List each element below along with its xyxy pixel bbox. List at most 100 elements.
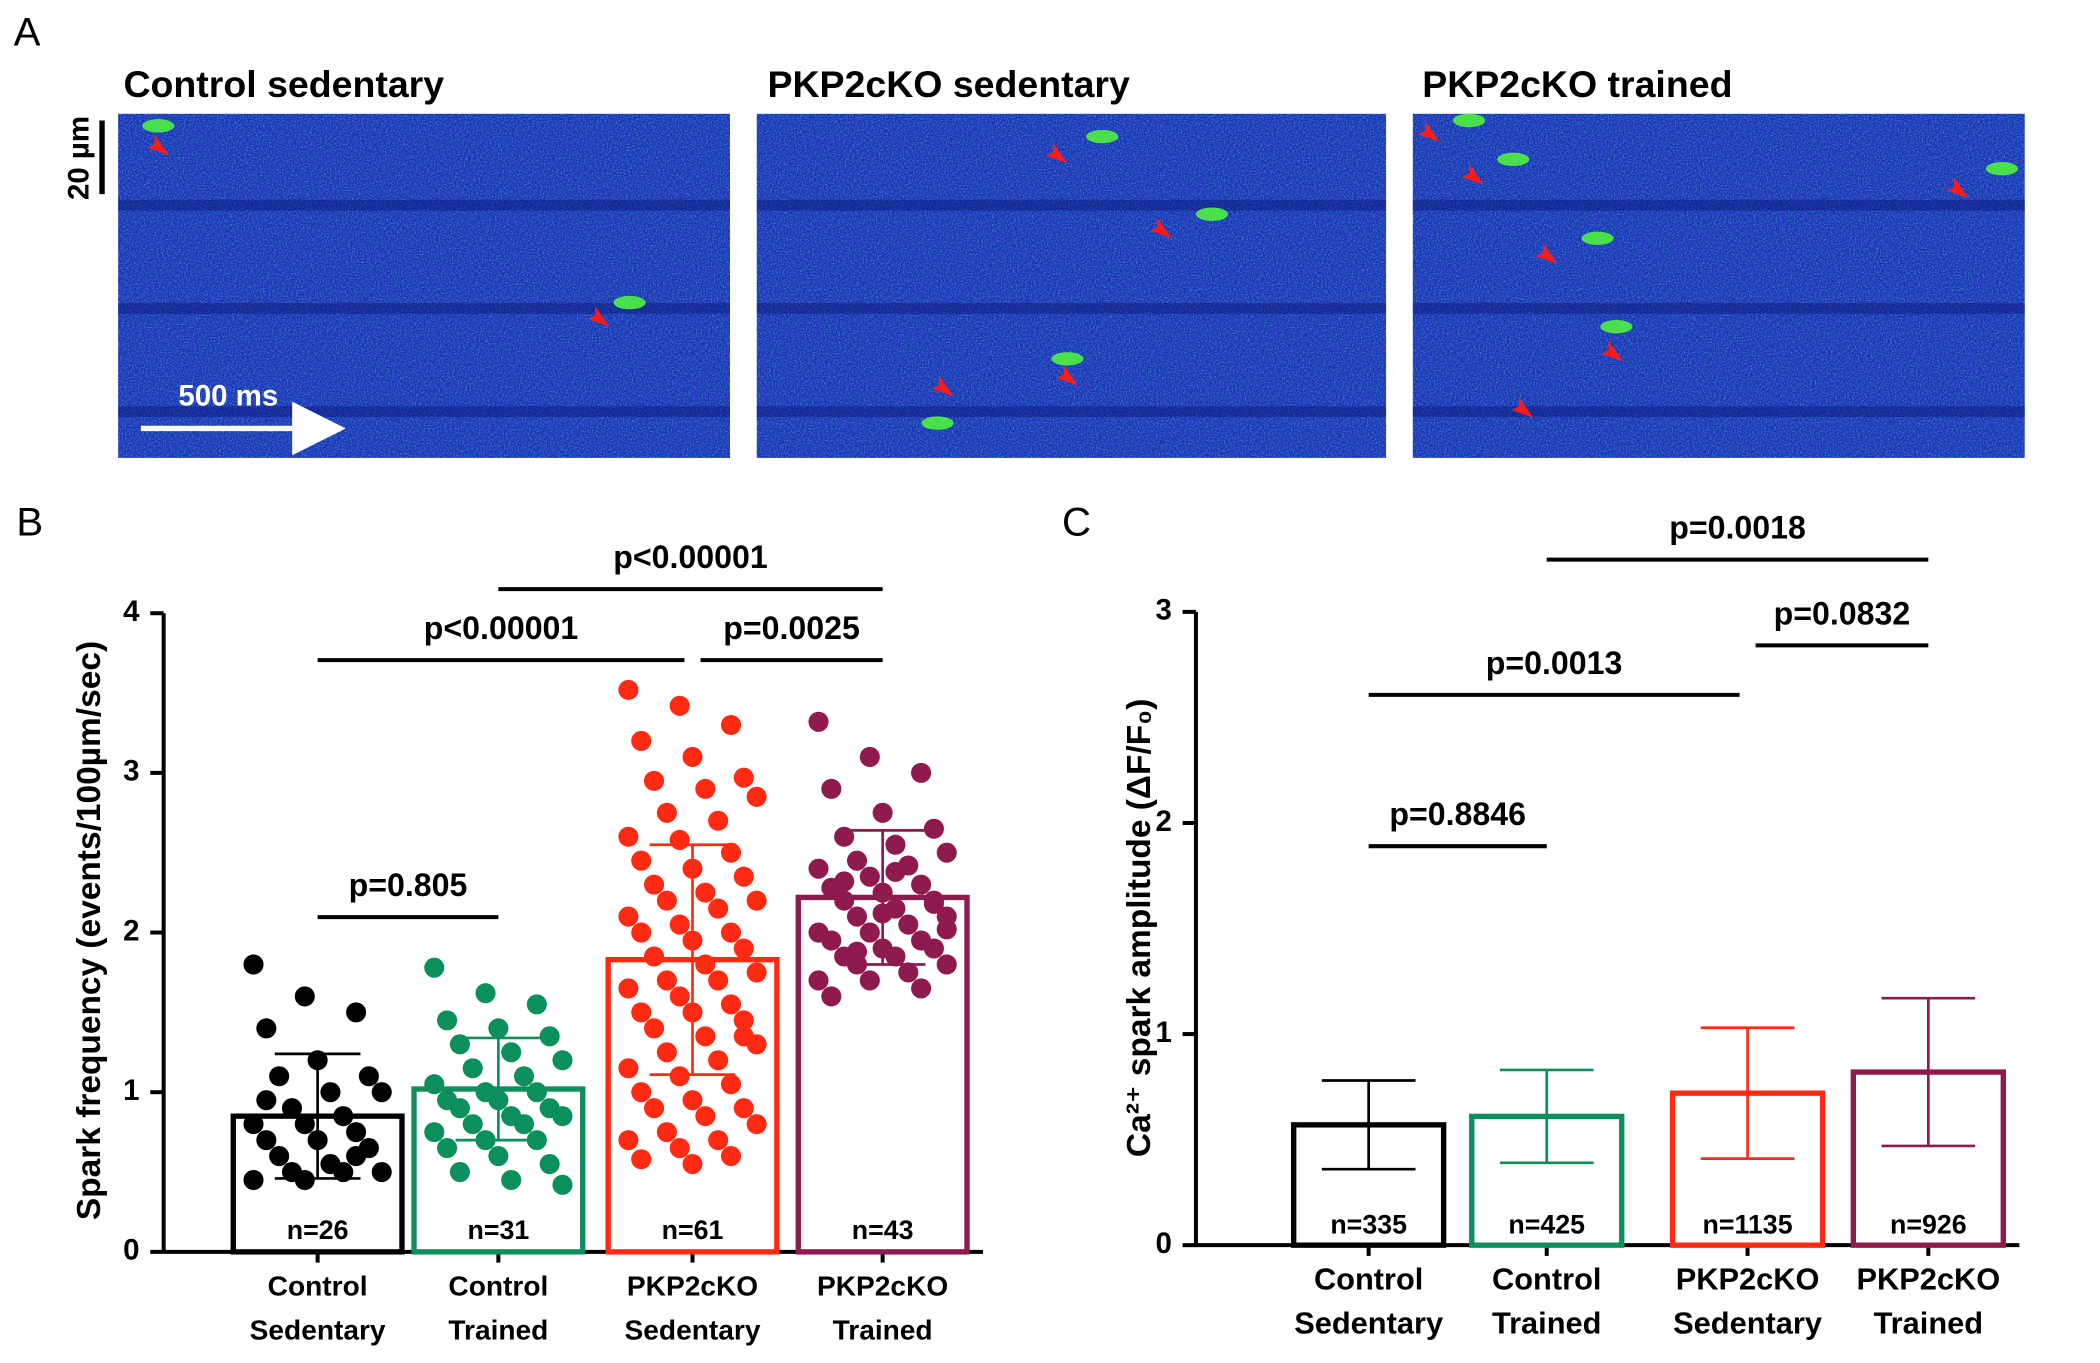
data-point xyxy=(294,986,315,1007)
image-band xyxy=(1412,406,2025,418)
p-value: p<0.00001 xyxy=(613,539,768,575)
data-point xyxy=(656,802,677,823)
data-point xyxy=(294,1114,315,1135)
data-point xyxy=(720,714,742,736)
arrowhead xyxy=(1946,177,1969,199)
data-point xyxy=(449,1098,470,1119)
data-point xyxy=(631,730,652,751)
image-band xyxy=(756,303,1387,314)
arrowhead xyxy=(931,375,954,397)
data-point xyxy=(526,994,547,1015)
data-point xyxy=(256,1090,277,1111)
data-point xyxy=(720,994,742,1015)
arrowhead xyxy=(1150,217,1172,239)
y-tick-label: 1 xyxy=(1155,1016,1171,1049)
data-point xyxy=(695,954,716,975)
data-point xyxy=(618,978,639,999)
p-value: p=0.0832 xyxy=(1774,595,1911,631)
data-point xyxy=(552,1050,573,1071)
data-point xyxy=(911,874,932,895)
data-point xyxy=(695,778,716,799)
data-point xyxy=(243,1114,264,1135)
x-tick-label: Control xyxy=(1314,1261,1423,1296)
x-tick-label: Sedentary xyxy=(625,1315,761,1346)
n-label: n=1135 xyxy=(1703,1210,1793,1240)
image-noise xyxy=(1412,113,2025,458)
data-point xyxy=(644,1098,665,1119)
data-point xyxy=(618,1130,639,1151)
x-tick-label: PKP2cKO xyxy=(817,1270,948,1301)
data-point xyxy=(885,946,906,967)
data-point xyxy=(644,1018,665,1039)
spark xyxy=(1195,207,1229,221)
image-band xyxy=(756,406,1387,418)
n-label: n=926 xyxy=(1890,1210,1967,1240)
image-band xyxy=(118,303,731,314)
data-point xyxy=(746,786,767,807)
arrowhead xyxy=(1601,340,1624,362)
data-point xyxy=(488,1018,509,1039)
data-point xyxy=(720,922,742,943)
data-point xyxy=(834,871,855,892)
data-point xyxy=(682,1090,703,1111)
arrowhead xyxy=(1511,396,1534,418)
n-label: n=43 xyxy=(852,1215,914,1245)
data-point xyxy=(708,898,729,919)
data-point xyxy=(269,1146,290,1167)
data-point xyxy=(437,1138,458,1159)
data-point xyxy=(631,850,652,871)
data-point xyxy=(539,1026,560,1047)
data-point xyxy=(513,1114,535,1135)
spark xyxy=(1497,152,1530,167)
data-point xyxy=(746,962,767,983)
y-tick-label: 2 xyxy=(1155,805,1171,838)
data-point xyxy=(371,1082,392,1103)
data-point xyxy=(631,1082,652,1103)
data-point xyxy=(720,1074,742,1095)
data-point xyxy=(320,1082,341,1103)
data-point xyxy=(256,1018,277,1039)
image-title: Control sedentary xyxy=(123,63,444,105)
data-point xyxy=(911,762,932,783)
data-point xyxy=(708,810,729,831)
data-point xyxy=(488,1146,509,1167)
data-point xyxy=(669,829,690,850)
data-point xyxy=(669,986,690,1007)
x-tick-label: Sedentary xyxy=(1294,1306,1443,1341)
data-point xyxy=(708,1050,729,1071)
spark xyxy=(1581,231,1614,246)
data-point xyxy=(526,1082,547,1103)
data-point xyxy=(695,1026,716,1047)
image-noise xyxy=(118,113,731,458)
arrowhead xyxy=(587,305,610,327)
x-tick-label: Control xyxy=(1492,1261,1601,1296)
data-point xyxy=(846,906,868,927)
data-point xyxy=(720,842,742,863)
y-tick-label: 3 xyxy=(123,755,139,788)
x-tick-label: Control xyxy=(448,1270,548,1301)
data-point xyxy=(746,1114,767,1135)
data-point xyxy=(333,1106,354,1127)
p-value: p=0.0018 xyxy=(1669,510,1806,546)
x-tick-label: Sedentary xyxy=(250,1315,386,1346)
data-point xyxy=(424,1074,445,1095)
data-point xyxy=(371,1161,392,1183)
image-title: PKP2cKO sedentary xyxy=(767,63,1130,105)
scale-label: 500 ms xyxy=(178,379,278,412)
x-tick-label: Trained xyxy=(1492,1306,1601,1341)
linescan-images xyxy=(118,113,2025,458)
data-point xyxy=(539,1154,560,1175)
data-point xyxy=(449,1034,470,1055)
y-tick-label: 0 xyxy=(123,1234,139,1267)
scale-label: 20 µm xyxy=(62,116,95,200)
data-point xyxy=(821,986,842,1007)
y-tick-label: 4 xyxy=(123,595,140,628)
data-point xyxy=(631,1002,652,1023)
data-point xyxy=(733,1098,754,1119)
data-point xyxy=(669,1138,690,1159)
data-point xyxy=(243,954,264,975)
data-point xyxy=(859,746,880,767)
arrowhead xyxy=(1535,242,1558,264)
data-point xyxy=(682,1154,703,1175)
